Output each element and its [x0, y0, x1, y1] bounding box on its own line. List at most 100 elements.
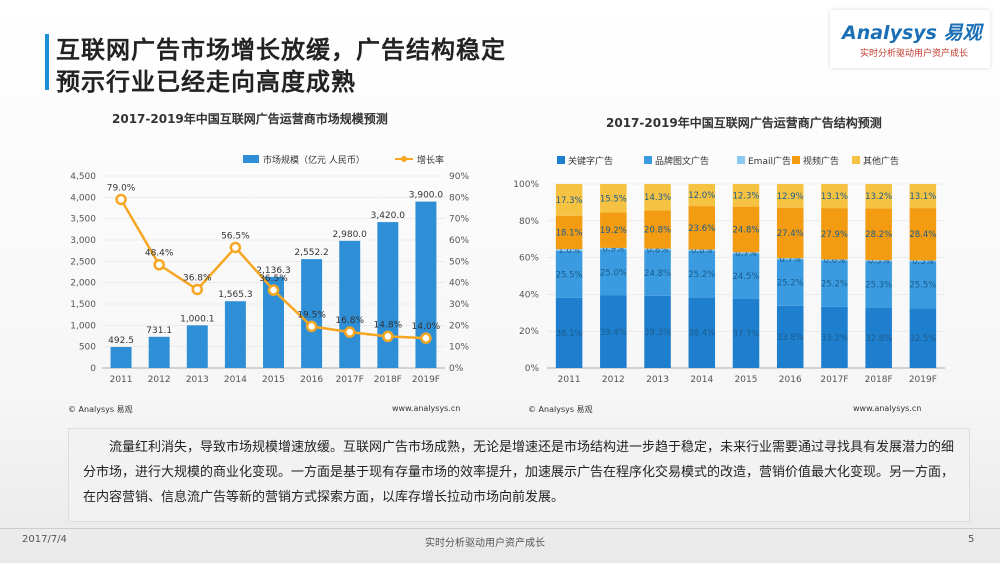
- y-right-tick: 90%: [449, 172, 469, 182]
- segment-label: 25.2%: [777, 279, 804, 289]
- stack-segment: [776, 207, 804, 259]
- y-right-tick: 40%: [449, 279, 469, 289]
- legend-label: 关键字广告: [568, 155, 613, 167]
- stack-segment: [644, 295, 671, 368]
- segment-label: 0.8%: [691, 246, 713, 256]
- y-right-tick: 80%: [449, 193, 469, 203]
- chart2-site: www.analysys.cn: [853, 404, 922, 413]
- bar-value-label: 2,136.3: [256, 266, 290, 276]
- segment-label: 25.3%: [865, 280, 892, 290]
- stack-segment: [688, 250, 716, 298]
- legend-label: 品牌图文广告: [655, 155, 709, 167]
- segment-label: 25.0%: [600, 269, 627, 279]
- bar-value-label: 731.1: [146, 326, 172, 336]
- stack-segment: [909, 260, 937, 262]
- stack-segment: [776, 184, 804, 208]
- x-tick-label: 2018F: [374, 375, 402, 385]
- stack-segment: [821, 260, 848, 307]
- segment-label: 24.8%: [732, 225, 759, 235]
- segment-label: 23.6%: [688, 224, 715, 234]
- growth-rate-label: 56.5%: [221, 231, 250, 241]
- segment-label: 39.4%: [600, 328, 627, 338]
- y-left-tick: 1,000: [70, 321, 96, 331]
- stack-segment: [600, 212, 627, 248]
- x-tick-label: 2012: [602, 375, 625, 385]
- x-tick-label: 2013: [186, 375, 209, 385]
- logo-brand: Analysys 易观: [842, 22, 982, 44]
- y-tick: 40%: [519, 290, 539, 300]
- stack-segment: [555, 249, 583, 251]
- legend-swatch: [737, 156, 745, 164]
- stack-segment: [732, 184, 760, 207]
- legend-swatch: [557, 156, 565, 164]
- y-tick: 80%: [519, 217, 539, 227]
- summary-box: 流量红利消失，导致市场规模增速放缓。互联网广告市场成熟，无论是增速还是市场结构进…: [68, 428, 970, 522]
- x-tick-label: 2013: [646, 375, 669, 385]
- bar: [339, 240, 361, 368]
- y-tick: 20%: [519, 327, 539, 337]
- x-tick-label: 2014: [690, 375, 713, 385]
- legend-line-marker: [401, 156, 407, 162]
- segment-label: 0.8%: [647, 245, 669, 255]
- segment-label: 38.4%: [688, 329, 715, 339]
- legend-label: Email广告: [748, 155, 791, 167]
- stack-segment: [865, 184, 892, 209]
- stack-segment: [732, 253, 760, 299]
- segment-label: 19.2%: [600, 226, 627, 236]
- page-title-line1: 互联网广告市场增长放缓，广告结构稳定: [56, 36, 506, 64]
- stack-segment: [821, 208, 848, 260]
- y-right-tick: 70%: [449, 215, 469, 225]
- stack-segment: [732, 206, 760, 253]
- y-right-tick: 30%: [449, 300, 469, 310]
- legend-swatch: [644, 156, 652, 164]
- bar-value-label: 2,552.2: [294, 248, 328, 258]
- stack-segment: [865, 208, 892, 261]
- y-tick: 100%: [513, 180, 539, 190]
- segment-label: 0.7%: [735, 249, 757, 259]
- y-right-tick: 60%: [449, 236, 469, 246]
- segment-label: 0.7%: [779, 255, 801, 265]
- x-tick-label: 2015: [262, 375, 285, 385]
- x-tick-label: 2015: [735, 375, 758, 385]
- y-right-tick: 10%: [449, 343, 469, 353]
- y-left-tick: 3,000: [70, 236, 96, 246]
- growth-rate-point: [115, 193, 127, 206]
- growth-rate-label: 36.8%: [183, 273, 212, 283]
- x-tick-label: 2016: [300, 375, 323, 385]
- growth-rate-label: 14.0%: [412, 322, 441, 332]
- page-title-line2: 预示行业已经走向高度成熟: [56, 68, 356, 96]
- stack-segment: [776, 258, 804, 260]
- bar: [263, 276, 284, 368]
- stack-segment: [600, 247, 627, 250]
- segment-label: 25.5%: [556, 270, 583, 280]
- stack-segment: [555, 184, 583, 216]
- bar-value-label: 3,420.0: [371, 211, 406, 221]
- segment-label: 24.5%: [732, 272, 759, 282]
- segment-label: 28.2%: [865, 230, 892, 240]
- segment-label: 27.9%: [821, 230, 848, 240]
- growth-rate-point: [305, 320, 318, 333]
- bar-value-label: 2,980.0: [333, 230, 368, 240]
- stack-segment: [688, 184, 716, 207]
- segment-label: 25.2%: [688, 270, 715, 280]
- title-accent-bar: [45, 34, 49, 90]
- stack-segment: [821, 184, 848, 209]
- growth-rate-label: 14.8%: [374, 320, 403, 330]
- growth-rate-point: [229, 241, 242, 254]
- bar: [110, 346, 132, 368]
- stack-segment: [865, 307, 892, 368]
- y-left-tick: 3,500: [70, 215, 96, 225]
- bar: [224, 301, 246, 368]
- stack-segment: [600, 295, 627, 368]
- segment-label: 15.5%: [600, 194, 627, 204]
- segment-label: 20.8%: [644, 225, 671, 235]
- chart1-title: 2017-2019年中国互联网广告运营商市场规模预测: [112, 112, 388, 126]
- x-tick-label: 2014: [224, 375, 247, 385]
- chart1-source: © Analysys 易观: [68, 405, 133, 414]
- stack-segment: [688, 297, 716, 368]
- stack-segment: [865, 261, 892, 308]
- footer-divider: [0, 528, 1000, 529]
- stack-segment: [644, 184, 671, 211]
- segment-label: 27.4%: [777, 229, 804, 239]
- growth-rate-label: 16.8%: [335, 316, 364, 326]
